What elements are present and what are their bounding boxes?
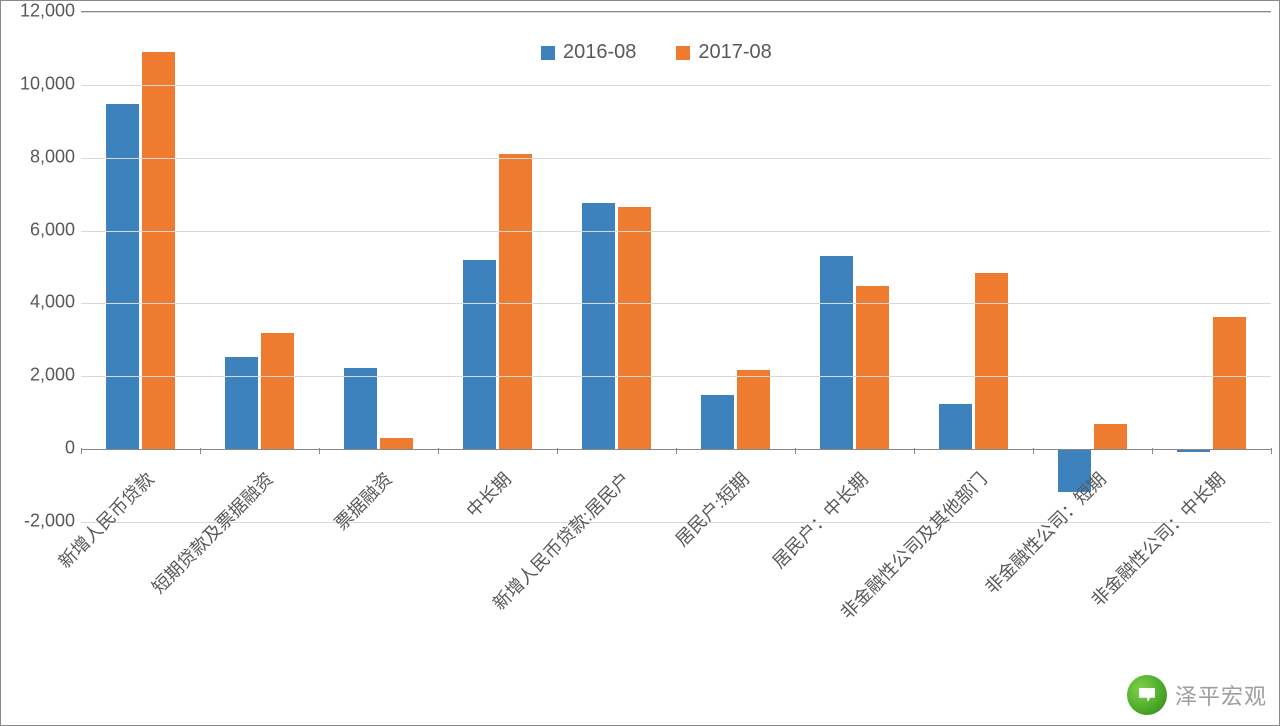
bar (701, 395, 734, 449)
bar (344, 368, 377, 449)
bar (618, 207, 651, 449)
gridline (81, 158, 1271, 159)
bar (582, 203, 615, 449)
y-tick-label: 8,000 (5, 146, 75, 167)
y-tick-label: -2,000 (5, 511, 75, 532)
bar (737, 370, 770, 449)
bar (820, 256, 853, 449)
x-tick (1271, 448, 1272, 454)
bar (380, 438, 413, 449)
legend-label: 2016-08 (563, 41, 636, 64)
y-tick-label: 0 (5, 438, 75, 459)
bar (499, 154, 532, 449)
legend-item: 2017-08 (676, 41, 771, 64)
gridline (81, 522, 1271, 523)
legend-swatch (541, 46, 555, 60)
bar (106, 104, 139, 450)
x-tick (914, 448, 915, 454)
bar (225, 357, 258, 449)
x-tick (81, 448, 82, 454)
wechat-icon (1127, 675, 1167, 715)
gridline (81, 376, 1271, 377)
y-tick-label: 10,000 (5, 73, 75, 94)
watermark-text: 泽平宏观 (1175, 679, 1267, 711)
x-tick (438, 448, 439, 454)
bars-layer (81, 12, 1271, 522)
legend: 2016-08 2017-08 (541, 41, 772, 64)
bar (1094, 424, 1127, 449)
bar (1213, 317, 1246, 450)
bar (939, 404, 972, 449)
y-tick-label: 6,000 (5, 219, 75, 240)
bar (856, 286, 889, 449)
y-tick-label: 4,000 (5, 292, 75, 313)
x-tick (1033, 448, 1034, 454)
plot-area (81, 11, 1271, 522)
x-tick (676, 448, 677, 454)
bar (463, 260, 496, 449)
x-tick (319, 448, 320, 454)
gridline (81, 303, 1271, 304)
bar (261, 333, 294, 449)
x-tick (795, 448, 796, 454)
watermark: 泽平宏观 (1127, 675, 1267, 715)
gridline (81, 85, 1271, 86)
legend-swatch (676, 46, 690, 60)
y-tick-label: 12,000 (5, 1, 75, 22)
gridline (81, 231, 1271, 232)
bar (142, 52, 175, 449)
x-tick (200, 448, 201, 454)
bar (975, 273, 1008, 449)
y-tick-label: 2,000 (5, 365, 75, 386)
chart-container: -2,00002,0004,0006,0008,00010,00012,000 … (0, 0, 1280, 726)
legend-item: 2016-08 (541, 41, 636, 64)
gridline (81, 12, 1271, 13)
legend-label: 2017-08 (698, 41, 771, 64)
x-tick (1152, 448, 1153, 454)
x-tick (557, 448, 558, 454)
